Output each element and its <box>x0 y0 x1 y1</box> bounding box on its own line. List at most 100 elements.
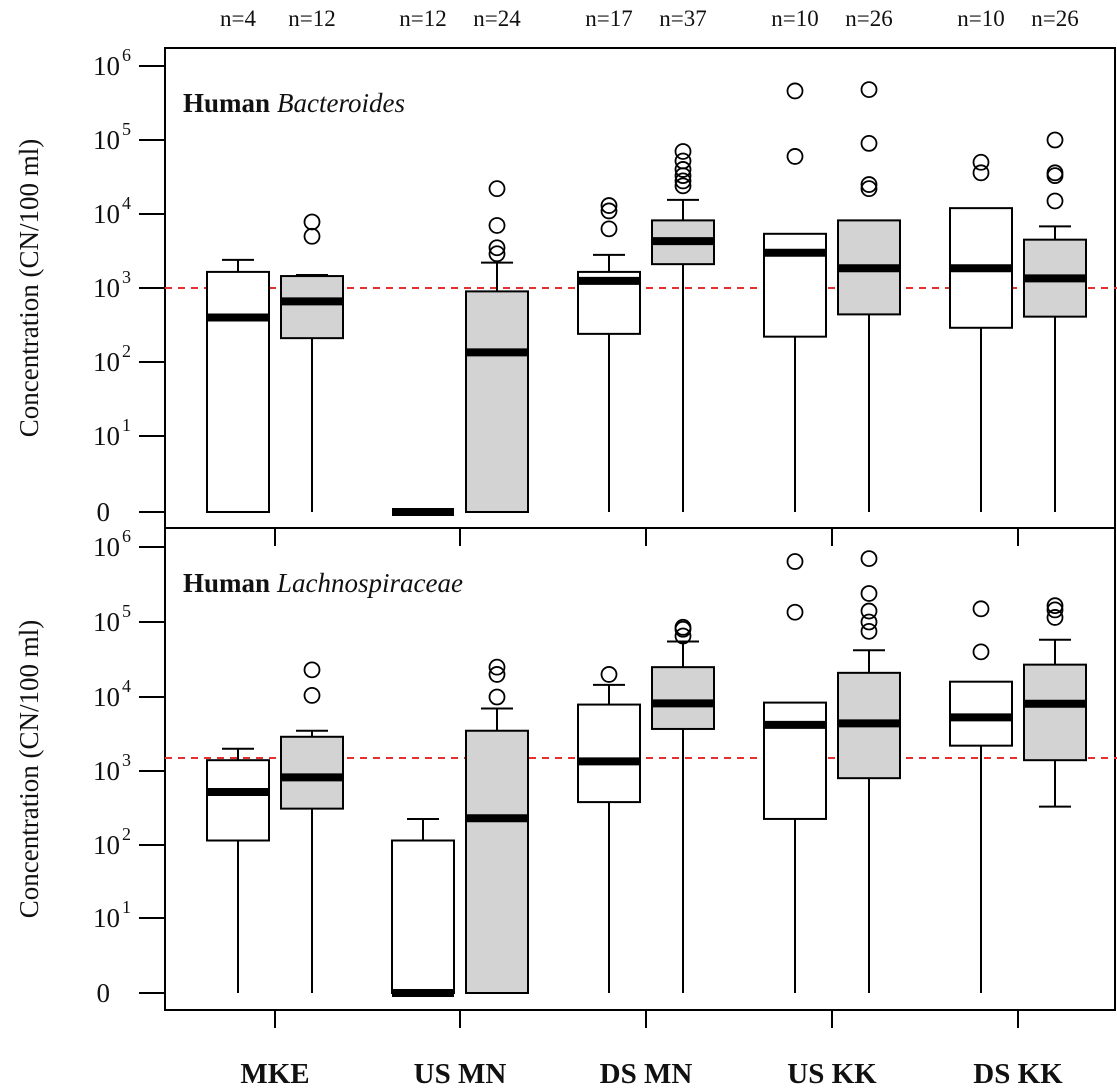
outlier-point <box>303 227 321 245</box>
outlier-point <box>600 202 618 220</box>
panel-title-bold: Human <box>183 568 270 598</box>
outlier-point <box>303 687 321 704</box>
y-tick-exponent: 1 <box>122 415 131 435</box>
box-mke-white <box>206 747 270 993</box>
outlier-point <box>860 550 878 568</box>
outlier-point <box>488 666 506 683</box>
outlier-point <box>488 688 506 706</box>
sample-size-label: n=10 <box>771 6 818 31</box>
chart-text: n=4 n=12 n=12 n=24 n=17 n=37 n=10 n=26 n=10 n=26 0… <box>14 6 1079 1089</box>
sample-size-label: n=26 <box>1031 6 1078 31</box>
category-label: US MN <box>414 1058 507 1089</box>
box-body <box>391 839 455 994</box>
outlier-point <box>860 134 878 152</box>
outlier-point <box>674 161 692 178</box>
outlier-point <box>860 81 878 98</box>
y-tick-exponent: 4 <box>122 193 131 213</box>
box-us-mn-white <box>391 817 455 997</box>
box-mke-white <box>206 258 270 513</box>
outlier-point <box>860 180 878 198</box>
panel-frames <box>139 47 1116 1028</box>
box-us-kk-gray <box>837 550 901 993</box>
y-tick-label: 10 <box>93 273 120 303</box>
outlier-point <box>860 602 878 620</box>
box-ds-kk-white <box>949 153 1013 512</box>
box-body <box>763 701 827 820</box>
box-body <box>206 759 270 842</box>
y-tick-label: 10 <box>93 532 120 562</box>
outlier-point <box>303 213 321 231</box>
sample-size-label: n=17 <box>585 6 632 31</box>
outlier-point <box>860 176 878 193</box>
outlier-point <box>786 603 804 621</box>
y-tick-exponent: 2 <box>122 824 131 844</box>
sample-size-label: n=26 <box>845 6 892 31</box>
box-ds-mn-white <box>577 197 641 512</box>
box-ds-kk-gray <box>1023 597 1087 808</box>
y-tick-label: 10 <box>93 756 120 786</box>
box-us-kk-white <box>763 82 827 512</box>
outlier-point <box>674 618 692 636</box>
box-marks <box>206 81 1087 997</box>
sample-size-label: n=37 <box>659 6 706 31</box>
sample-size-label: n=12 <box>399 6 446 31</box>
y-axis-title: Concentration (CN/100 ml) <box>14 620 44 918</box>
outlier-point <box>972 643 990 661</box>
y-tick-label: 10 <box>93 125 120 155</box>
outlier-point <box>600 666 618 683</box>
y-tick-exponent: 4 <box>122 676 131 696</box>
panel-frame <box>164 527 1116 1011</box>
outlier-point <box>786 148 804 165</box>
sample-size-label: n=4 <box>220 6 256 31</box>
outlier-point <box>1046 164 1064 182</box>
box-body <box>206 270 270 513</box>
box-us-mn-gray <box>465 180 529 513</box>
outlier-point <box>860 585 878 602</box>
outlier-point <box>674 172 692 190</box>
outlier-point <box>674 627 692 645</box>
box-body <box>577 703 641 804</box>
outlier-point <box>786 553 804 570</box>
category-label: DS MN <box>600 1058 693 1089</box>
outlier-point <box>972 600 990 618</box>
y-tick-exponent: 2 <box>122 341 131 361</box>
outlier-point <box>1046 609 1064 626</box>
category-label: DS KK <box>973 1058 1063 1089</box>
outlier-point <box>860 613 878 631</box>
outlier-point <box>303 661 321 679</box>
y-tick-exponent: 5 <box>122 601 131 621</box>
box-ds-kk-white <box>949 600 1013 993</box>
sample-size-label: n=12 <box>288 6 335 31</box>
y-tick-label: 10 <box>93 51 120 81</box>
box-body <box>280 275 344 340</box>
panel-title-italic: Lachnospiraceae <box>276 568 463 598</box>
y-tick-label: 10 <box>93 903 120 933</box>
sample-size-label: n=10 <box>957 6 1004 31</box>
box-body <box>1023 663 1087 762</box>
panel-title-bold: Human <box>183 88 270 118</box>
y-tick-exponent: 3 <box>122 750 131 770</box>
box-ds-mn-gray <box>651 143 715 512</box>
outlier-point <box>972 153 990 171</box>
outlier-point <box>600 220 618 238</box>
outlier-point <box>786 82 804 100</box>
outlier-point <box>860 622 878 640</box>
box-body <box>651 666 715 730</box>
y-tick-exponent: 1 <box>122 897 131 917</box>
y-tick-exponent: 5 <box>122 119 131 139</box>
box-us-kk-gray <box>837 81 901 512</box>
outlier-point <box>1046 597 1064 615</box>
y-axis-title: Concentration (CN/100 ml) <box>14 139 44 437</box>
outlier-point <box>674 177 692 195</box>
y-tick-exponent: 6 <box>122 526 131 546</box>
box-ds-kk-gray <box>1023 131 1087 512</box>
y-tick-label: 10 <box>93 682 120 712</box>
box-body <box>280 735 344 810</box>
outlier-point <box>488 658 506 676</box>
box-ds-mn-gray <box>651 618 715 993</box>
outlier-point <box>674 152 692 170</box>
outlier-point <box>488 180 506 198</box>
box-body <box>465 290 529 513</box>
y-tick-label: 10 <box>93 607 120 637</box>
